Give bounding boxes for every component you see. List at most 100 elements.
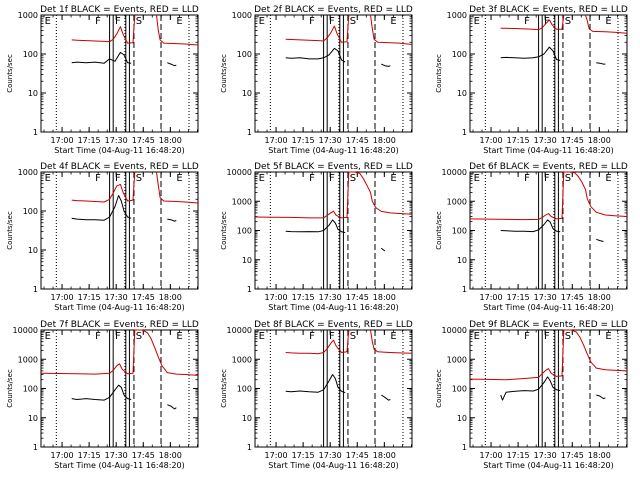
x-tick-label: 18:00 — [159, 451, 182, 460]
series-line-lld — [156, 14, 199, 46]
interval-marker-label: E — [176, 331, 182, 342]
series-line-events — [596, 238, 604, 242]
series-line-events — [167, 218, 177, 222]
interval-marker-label: E — [45, 173, 51, 184]
x-tick-label: 17:00 — [480, 136, 503, 145]
y-tick-label: 1 — [33, 285, 38, 294]
y-tick-label: 10000 — [227, 168, 252, 177]
chart-title: Det 6f BLACK = Events, RED = LLD — [469, 162, 628, 172]
x-tick-label: 17:15 — [78, 136, 101, 145]
interval-marker-label: E — [605, 173, 611, 184]
series-line-events — [500, 376, 561, 401]
y-axis-label: Counts/sec — [220, 54, 228, 93]
interval-marker-label: F — [309, 331, 315, 342]
y-tick-label: 10 — [28, 414, 38, 423]
series-line-lld — [285, 14, 350, 43]
interval-marker-label: S — [350, 173, 356, 184]
series-line-events — [71, 51, 132, 64]
y-tick-label: 1000 — [18, 168, 38, 177]
interval-marker-label: E — [259, 16, 265, 27]
y-tick-label: 1 — [33, 443, 38, 452]
y-axis-label: Counts/sec — [435, 211, 443, 250]
chart-panel-2: Det 2f BLACK = Events, RED = LLD 1 10 100 10… — [220, 5, 413, 155]
y-tick-label: 1000 — [232, 355, 252, 364]
chart-title: Det 5f BLACK = Events, RED = LLD — [254, 162, 413, 172]
y-tick-label: 1000 — [447, 197, 467, 206]
x-tick-label: 18:00 — [373, 451, 396, 460]
series-line-events — [71, 384, 132, 401]
x-tick-label: 17:45 — [346, 293, 369, 302]
interval-marker-label: E — [390, 173, 396, 184]
x-tick-label: 17:15 — [507, 451, 530, 460]
x-tick-label: 17:45 — [561, 293, 584, 302]
interval-marker-label: E — [176, 16, 182, 27]
y-axis-label: Counts/sec — [6, 54, 14, 93]
x-tick-label: 17:45 — [561, 136, 584, 145]
x-axis-label: Start Time (04-Aug-11 16:48:20) — [268, 303, 399, 312]
x-axis-label: Start Time (04-Aug-11 16:48:20) — [483, 303, 614, 312]
y-tick-label: 10 — [457, 256, 467, 265]
y-axis-label: Counts/sec — [220, 369, 228, 408]
x-tick-label: 18:00 — [588, 293, 611, 302]
x-tick-label: 18:00 — [159, 293, 182, 302]
x-tick-label: 17:00 — [51, 293, 74, 302]
x-tick-label: 17:00 — [51, 136, 74, 145]
chart-title: Det 1f BLACK = Events, RED = LLD — [40, 5, 199, 15]
series-line-events — [380, 247, 386, 252]
series-line-events — [167, 404, 177, 410]
series-line-events — [381, 394, 391, 401]
interval-marker-label: F — [95, 16, 101, 27]
x-tick-label: 17:45 — [346, 136, 369, 145]
series-line-events — [285, 47, 346, 63]
y-tick-label: 1 — [462, 443, 467, 452]
series-line-lld — [156, 171, 199, 204]
chart-panel-6: Det 6f BLACK = Events, RED = LLD 1 10 100 10… — [435, 162, 628, 312]
interval-marker-label: F — [524, 173, 530, 184]
y-tick-label: 10 — [28, 246, 38, 255]
interval-marker-label: F — [544, 331, 550, 342]
chart-title: Det 3f BLACK = Events, RED = LLD — [469, 5, 628, 15]
series-line-lld — [585, 14, 628, 34]
interval-marker-label: F — [329, 173, 335, 184]
interval-marker-label: S — [350, 331, 356, 342]
y-tick-label: 10000 — [442, 168, 467, 177]
series-line-events — [500, 219, 561, 233]
series-line-lld — [469, 329, 628, 381]
series-line-lld — [40, 329, 199, 376]
x-tick-label: 17:30 — [534, 136, 557, 145]
series-line-events — [285, 374, 346, 394]
series-line-lld — [71, 171, 136, 203]
y-tick-label: 1000 — [18, 355, 38, 364]
interval-marker-label: E — [474, 331, 480, 342]
interval-marker-label: E — [390, 16, 396, 27]
series-line-lld — [370, 329, 413, 354]
interval-marker-label: E — [474, 16, 480, 27]
interval-marker-label: E — [259, 331, 265, 342]
y-tick-label: 100 — [452, 385, 467, 394]
y-tick-label: 100 — [237, 50, 252, 59]
x-tick-label: 17:45 — [346, 451, 369, 460]
interval-marker-label: E — [45, 331, 51, 342]
interval-marker-label: S — [136, 331, 142, 342]
x-tick-label: 17:45 — [561, 451, 584, 460]
interval-marker-label: E — [474, 173, 480, 184]
x-tick-label: 18:00 — [159, 136, 182, 145]
chart-panel-7: Det 7f BLACK = Events, RED = LLD 1 10 100 10… — [6, 320, 199, 470]
chart-title: Det 4f BLACK = Events, RED = LLD — [40, 162, 199, 172]
chart-title: Det 9f BLACK = Events, RED = LLD — [469, 320, 628, 330]
interval-marker-label: S — [565, 16, 571, 27]
x-tick-label: 17:15 — [507, 293, 530, 302]
y-tick-label: 1 — [247, 128, 252, 137]
x-tick-label: 17:30 — [534, 293, 557, 302]
chart-title: Det 8f BLACK = Events, RED = LLD — [254, 320, 413, 330]
y-tick-label: 1000 — [447, 11, 467, 20]
x-tick-label: 17:15 — [78, 293, 101, 302]
y-tick-label: 100 — [237, 385, 252, 394]
x-tick-label: 18:00 — [373, 293, 396, 302]
y-tick-label: 100 — [23, 50, 38, 59]
x-tick-label: 17:15 — [507, 136, 530, 145]
x-axis-label: Start Time (04-Aug-11 16:48:20) — [483, 146, 614, 155]
series-line-lld — [469, 171, 628, 221]
y-tick-label: 1000 — [18, 11, 38, 20]
series-line-events — [71, 195, 132, 221]
